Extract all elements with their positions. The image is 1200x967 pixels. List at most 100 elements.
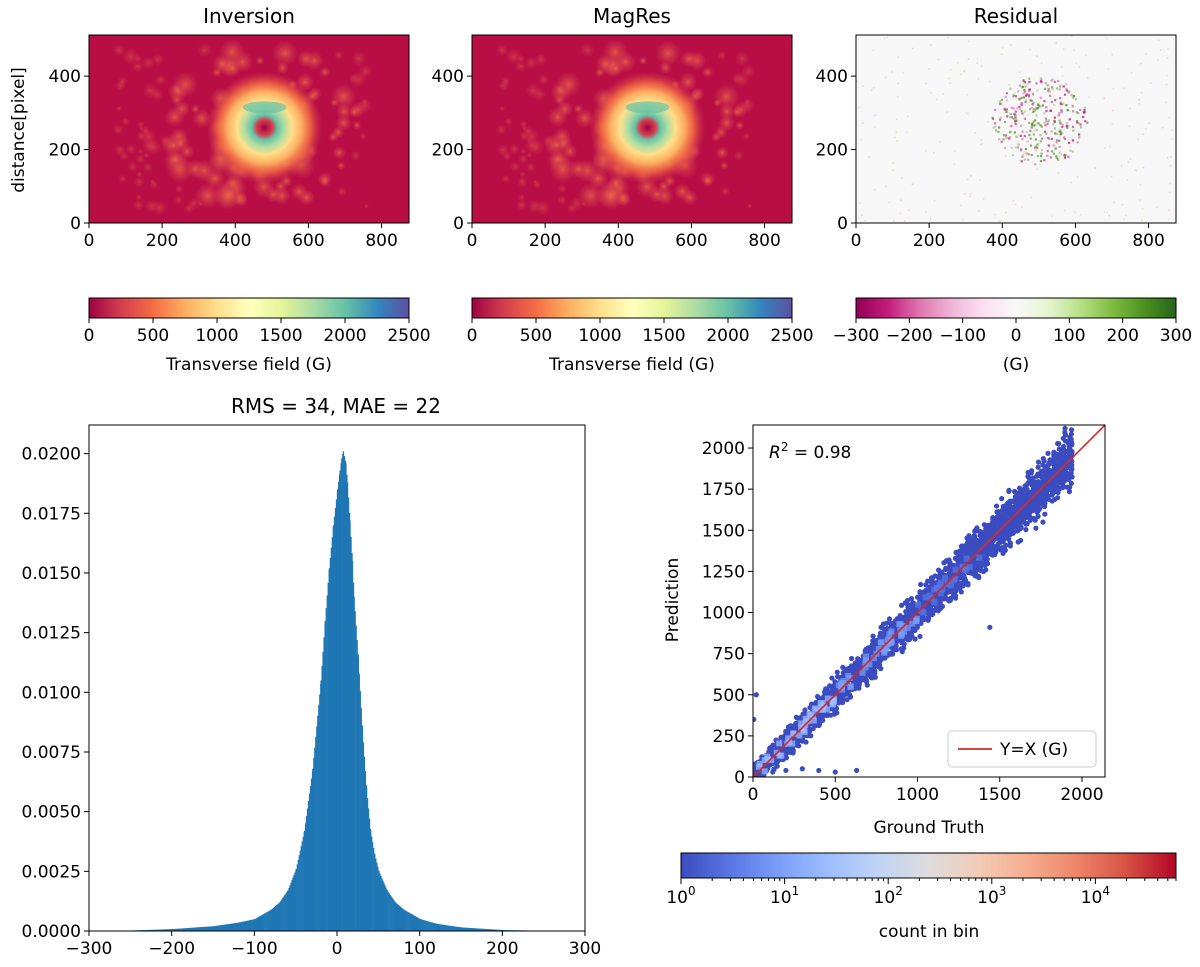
residual-pixel <box>1108 214 1111 217</box>
histogram-bar <box>380 875 382 931</box>
residual-pixel <box>1039 139 1042 143</box>
residual-pixel <box>1137 138 1139 141</box>
histogram-bar <box>164 929 166 931</box>
residual-pixel <box>1071 150 1074 153</box>
residual-histogram: −300 −200 −100 0 100 200 300 0.0000 0.0025 0.0050… <box>22 424 601 959</box>
residual-pixel <box>895 131 898 134</box>
histogram-bar <box>454 926 456 931</box>
plage-patch <box>501 174 510 183</box>
residual-pixel <box>1071 96 1075 99</box>
residual-pixel <box>1036 146 1039 149</box>
scatter-point <box>995 520 1001 526</box>
histogram-bar <box>246 920 249 931</box>
histogram-bar <box>461 927 463 931</box>
histogram-bar <box>377 866 379 931</box>
residual-pixel <box>1068 118 1071 121</box>
residual-pixel <box>1078 133 1081 136</box>
residual-pixel <box>1051 215 1054 218</box>
colorbar-tick-label: −300 <box>833 326 880 346</box>
histogram-bar <box>147 929 149 931</box>
residual-pixel <box>1009 112 1012 116</box>
histogram-bar <box>334 508 337 931</box>
colorbar-tick-label: −100 <box>939 326 986 346</box>
histogram-bar <box>393 900 395 931</box>
histogram-bar <box>265 912 267 931</box>
scatter-point <box>820 711 827 718</box>
scatter-point <box>1065 439 1071 446</box>
plage-patch <box>717 50 727 60</box>
y-tick-label: 750 <box>713 645 745 665</box>
residual-pixel <box>1063 156 1067 159</box>
residual-pixel <box>1029 129 1032 132</box>
x-tick-label: −300 <box>66 939 113 959</box>
residual-pixel <box>947 77 950 80</box>
outlier-point <box>753 716 757 723</box>
residual-pixel <box>1079 123 1082 126</box>
scatter-point <box>990 515 996 521</box>
scatter-point <box>796 743 802 749</box>
plage-patch <box>335 114 352 132</box>
histogram-bar <box>494 929 497 931</box>
histogram-bar <box>430 922 432 931</box>
plage-patch <box>211 67 222 78</box>
histogram-bar <box>217 925 220 931</box>
scatter-point <box>863 679 870 685</box>
residual-pixel <box>1006 115 1009 118</box>
histogram-bar <box>151 929 153 931</box>
histogram-bar <box>154 929 156 931</box>
histogram-bar <box>458 926 460 931</box>
residual-pixel <box>1086 121 1089 124</box>
x-tick-label: 0 <box>851 231 862 251</box>
y-tick-label: 1000 <box>702 604 745 624</box>
residual-pixel <box>966 93 968 96</box>
residual-pixel <box>1001 102 1004 105</box>
histogram-bar <box>198 927 200 931</box>
histogram-bar <box>340 463 342 931</box>
colorbar-tick-label: 1500 <box>642 326 685 346</box>
scatter-point <box>770 742 776 748</box>
plage-patch <box>532 180 542 189</box>
plage-patch <box>134 54 142 63</box>
magres-title: MagRes <box>593 4 671 28</box>
residual-pixel <box>1138 99 1140 101</box>
residual-pixel <box>862 85 864 87</box>
residual-pixel <box>1142 167 1145 169</box>
residual-pixel <box>1068 90 1071 93</box>
residual-pixel <box>1020 148 1023 151</box>
histogram-bar <box>384 885 386 931</box>
plage-patch <box>550 81 572 102</box>
density-bin <box>933 585 940 592</box>
scatter-point <box>1014 499 1020 506</box>
residual-pixel <box>1045 119 1048 122</box>
plage-patch <box>610 63 621 74</box>
residual-pixel <box>1135 169 1138 172</box>
histogram-bar <box>186 928 188 931</box>
plage-patch <box>151 53 164 66</box>
histogram-bar <box>491 929 494 931</box>
plage-patch <box>735 120 745 130</box>
density-bin <box>785 735 792 742</box>
residual-pixel <box>1039 77 1042 80</box>
scatter-point <box>1051 451 1057 457</box>
histogram-bar <box>379 873 381 931</box>
histogram-bar <box>253 919 255 931</box>
residual-pixel <box>1045 109 1048 113</box>
histogram-bar <box>282 898 284 931</box>
residual-pixel <box>937 58 940 61</box>
residual-pixel <box>936 98 938 101</box>
histogram-bar <box>407 911 409 931</box>
residual-pixel <box>1036 168 1038 171</box>
scatter-point <box>1045 450 1051 456</box>
plage-patch <box>497 144 509 157</box>
colorbar-tick-label: 100 <box>666 884 695 908</box>
residual-pixel <box>1037 103 1040 107</box>
histogram-bar <box>152 929 154 931</box>
histogram-bar <box>474 928 477 931</box>
scatter-point <box>1069 427 1075 433</box>
plage-patch <box>537 73 550 86</box>
scatter-point <box>1055 440 1061 447</box>
residual-pixel <box>1032 133 1035 136</box>
histogram-bar <box>312 768 314 931</box>
residual-pixel <box>1012 107 1015 110</box>
residual-pixel <box>1071 105 1074 108</box>
